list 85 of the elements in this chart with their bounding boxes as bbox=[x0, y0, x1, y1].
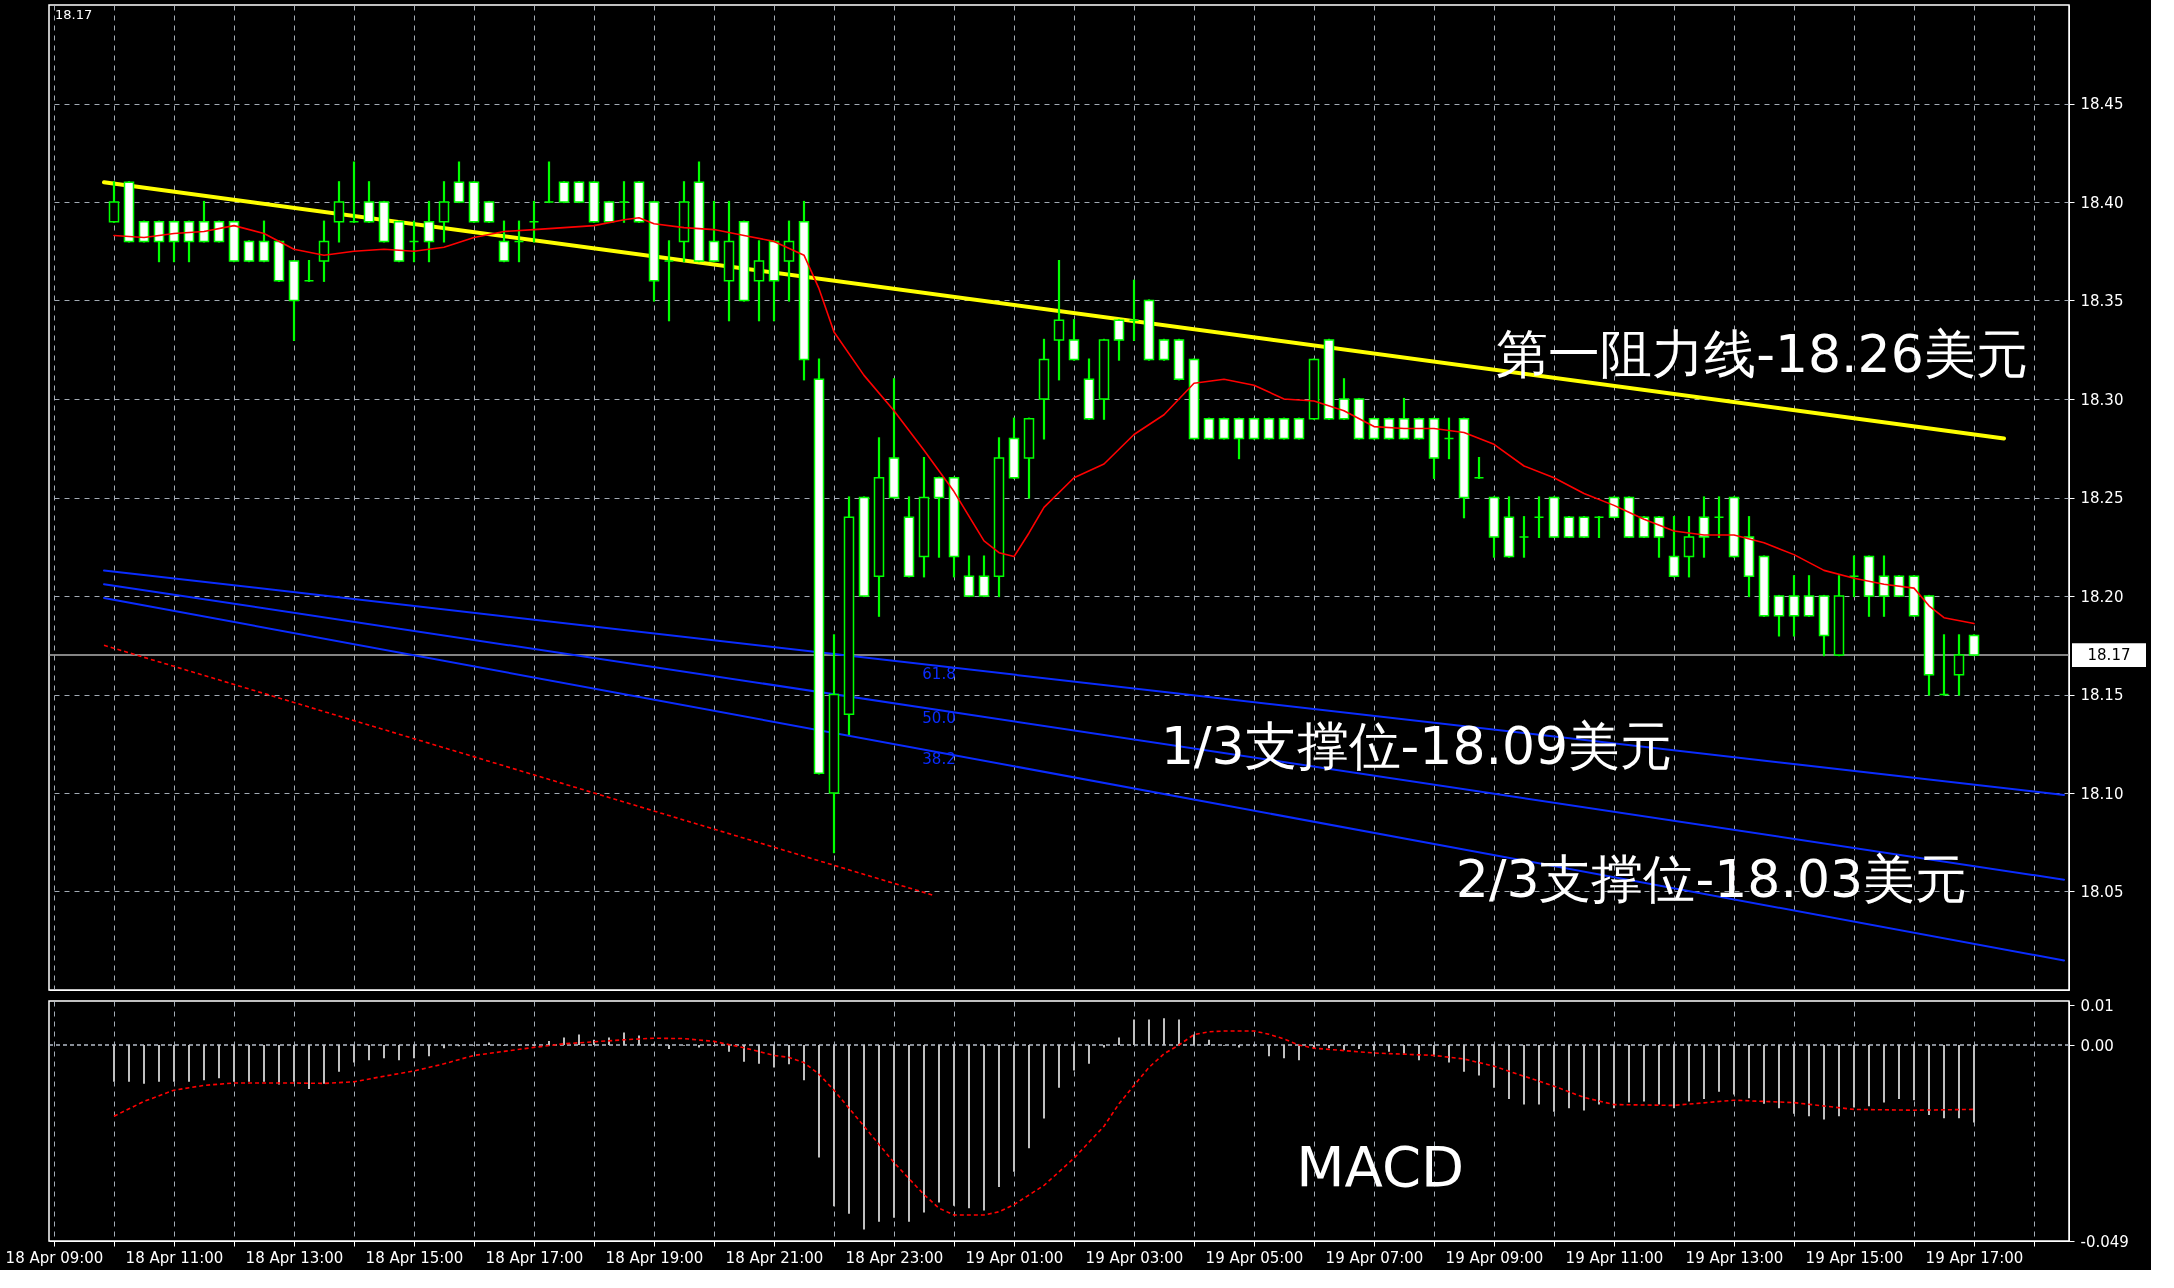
candlestick bbox=[1773, 594, 1785, 637]
candlestick bbox=[753, 240, 765, 322]
candlestick bbox=[1248, 417, 1260, 440]
candlestick bbox=[1398, 397, 1410, 440]
annotation: MACD bbox=[1296, 1134, 1465, 1199]
candlestick bbox=[1413, 417, 1425, 440]
x-tick-label: 18 Apr 23:00 bbox=[845, 1248, 944, 1267]
y-tick-label: 0.00 bbox=[2080, 1036, 2114, 1055]
candlestick bbox=[1683, 516, 1695, 578]
candlestick bbox=[243, 240, 255, 263]
x-tick-label: 18 Apr 09:00 bbox=[5, 1248, 104, 1267]
x-tick-label: 19 Apr 17:00 bbox=[1925, 1248, 2024, 1267]
candlestick bbox=[933, 476, 945, 558]
series-label: 61.8 bbox=[922, 665, 956, 684]
candlestick bbox=[708, 200, 720, 263]
y-tick-label: 0.01 bbox=[2080, 996, 2114, 1015]
candlestick bbox=[1968, 634, 1980, 657]
x-tick-label: 18 Apr 21:00 bbox=[725, 1248, 824, 1267]
candlestick bbox=[483, 200, 495, 223]
candlestick bbox=[1158, 338, 1170, 361]
x-tick-label: 19 Apr 05:00 bbox=[1205, 1248, 1304, 1267]
annotation: 18.17 bbox=[55, 6, 93, 22]
y-tick-label: -0.049 bbox=[2080, 1232, 2129, 1251]
y-tick-label: 18.05 bbox=[2080, 883, 2124, 901]
candlestick bbox=[1788, 575, 1800, 637]
x-tick-label: 19 Apr 07:00 bbox=[1325, 1248, 1424, 1267]
x-tick-label: 18 Apr 19:00 bbox=[605, 1248, 704, 1267]
candlestick bbox=[573, 181, 585, 204]
candlestick bbox=[438, 181, 450, 243]
bar bbox=[1298, 1045, 1300, 1061]
candlestick bbox=[183, 220, 195, 263]
x-tick-label: 18 Apr 11:00 bbox=[125, 1248, 224, 1267]
candlestick bbox=[1278, 417, 1290, 440]
candlestick bbox=[1113, 319, 1125, 361]
candlestick bbox=[1203, 417, 1215, 440]
candlestick bbox=[1563, 516, 1575, 538]
y-tick-label: 18.45 bbox=[2080, 95, 2124, 113]
candlestick bbox=[1218, 417, 1230, 440]
bar bbox=[1178, 1019, 1180, 1045]
candlestick bbox=[1638, 516, 1650, 538]
candlestick bbox=[1053, 260, 1065, 381]
candlestick bbox=[963, 555, 975, 598]
candlestick bbox=[363, 181, 375, 223]
candlestick bbox=[423, 200, 435, 263]
candlestick bbox=[333, 181, 345, 243]
candlestick bbox=[1368, 417, 1380, 440]
candlestick bbox=[258, 220, 270, 263]
candlestick bbox=[978, 555, 990, 598]
candlestick bbox=[1668, 516, 1680, 578]
series-label: 50.0 bbox=[922, 708, 956, 727]
candlestick bbox=[138, 220, 150, 243]
candlestick bbox=[453, 161, 465, 204]
x-tick-label: 18 Apr 13:00 bbox=[245, 1248, 344, 1267]
x-tick-label: 19 Apr 09:00 bbox=[1445, 1248, 1544, 1267]
x-tick-label: 19 Apr 01:00 bbox=[965, 1248, 1064, 1267]
x-tick-label: 19 Apr 11:00 bbox=[1565, 1248, 1664, 1267]
y-tick-label: 18.40 bbox=[2080, 193, 2124, 212]
annotation: 第一阻力线-18.26美元 bbox=[1496, 323, 2028, 384]
candlestick bbox=[1068, 319, 1080, 361]
y-tick-label: 18.30 bbox=[2080, 390, 2124, 409]
candlestick bbox=[1293, 417, 1305, 440]
candlestick bbox=[1263, 417, 1275, 440]
x-tick-label: 18 Apr 17:00 bbox=[485, 1248, 584, 1267]
y-tick-label: 18.20 bbox=[2080, 587, 2124, 606]
ref-line-label: 18.17 bbox=[2087, 646, 2131, 665]
candlestick bbox=[558, 181, 570, 204]
candlestick bbox=[1233, 417, 1245, 460]
candlestick bbox=[498, 220, 510, 263]
candlestick bbox=[1698, 496, 1710, 558]
y-tick-label: 18.10 bbox=[2080, 784, 2124, 803]
y-tick-label: 18.15 bbox=[2080, 686, 2124, 704]
candlestick bbox=[213, 220, 225, 243]
x-tick-label: 19 Apr 13:00 bbox=[1685, 1248, 1784, 1267]
x-tick-label: 19 Apr 03:00 bbox=[1085, 1248, 1184, 1267]
y-tick-label: 18.25 bbox=[2080, 489, 2124, 507]
candlestick bbox=[1653, 516, 1665, 558]
candlestick bbox=[1803, 575, 1815, 617]
x-tick-label: 19 Apr 15:00 bbox=[1805, 1248, 1904, 1267]
candlestick bbox=[603, 200, 615, 223]
series-label: 38.2 bbox=[922, 750, 956, 769]
y-tick-label: 18.35 bbox=[2080, 292, 2124, 310]
x-tick-label: 18 Apr 15:00 bbox=[365, 1248, 464, 1267]
candlestick bbox=[108, 181, 120, 223]
candlestick bbox=[1953, 634, 1965, 696]
candlestick bbox=[1578, 516, 1590, 538]
